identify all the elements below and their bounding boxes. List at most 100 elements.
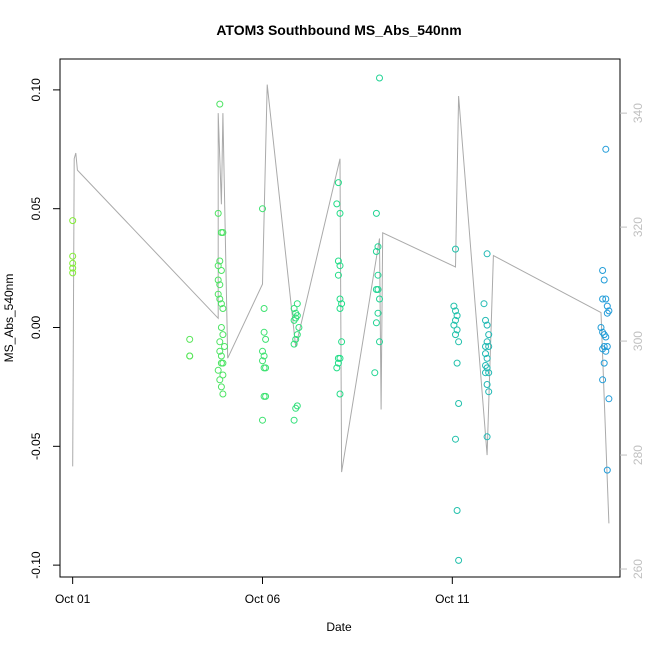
data-point	[452, 331, 459, 339]
data-point	[216, 376, 224, 384]
data-point	[216, 281, 224, 289]
data-point	[336, 295, 344, 303]
data-point	[262, 335, 270, 343]
data-point	[214, 276, 222, 284]
data-point	[371, 369, 379, 377]
data-point	[216, 100, 224, 108]
data-point	[214, 366, 222, 374]
data-point	[599, 376, 607, 384]
data-point	[219, 305, 227, 312]
data-point	[600, 359, 608, 367]
data-point	[485, 388, 493, 396]
data-point	[293, 331, 301, 339]
x-axis: Oct 01 Oct 06 Oct 11	[55, 577, 470, 606]
data-point	[455, 338, 463, 346]
data-point	[290, 416, 298, 424]
data-point	[333, 364, 341, 372]
data-point	[69, 269, 77, 277]
data-point	[217, 300, 225, 308]
data-point	[453, 326, 461, 334]
data-point	[69, 259, 77, 267]
data-point	[483, 321, 491, 329]
data-point	[216, 347, 224, 355]
data-point	[216, 257, 224, 265]
y-right-tick-label: 280	[631, 445, 645, 465]
x-tick-label: Oct 01	[55, 592, 91, 606]
data-point	[69, 252, 77, 260]
x-tick-label: Oct 11	[435, 592, 470, 606]
y-right-tick-label: 300	[631, 331, 645, 351]
data-point	[482, 369, 489, 377]
data-point	[217, 383, 225, 391]
data-point	[292, 404, 300, 412]
data-point	[293, 300, 301, 308]
data-point	[336, 354, 344, 362]
data-point	[602, 333, 610, 341]
data-point	[482, 316, 489, 324]
data-point	[259, 205, 266, 213]
data-point	[453, 359, 461, 367]
data-point	[219, 229, 227, 236]
data-point	[334, 257, 342, 265]
points-series	[69, 74, 613, 564]
data-point	[374, 243, 382, 251]
data-point	[485, 369, 493, 377]
data-point	[452, 316, 459, 324]
y-tick-label: 0.00	[29, 316, 43, 340]
data-point	[260, 328, 268, 336]
data-point	[452, 435, 459, 443]
data-point	[338, 300, 346, 308]
data-point	[186, 352, 194, 360]
data-point	[450, 302, 458, 310]
data-point	[338, 338, 346, 346]
data-point	[372, 248, 380, 255]
y-right-tick-label: 260	[631, 559, 645, 579]
data-point	[259, 347, 266, 355]
data-point	[221, 343, 228, 350]
y-tick-label: 0.05	[29, 197, 43, 221]
data-point	[602, 295, 610, 303]
data-point	[69, 264, 77, 272]
data-point	[482, 343, 489, 350]
data-point	[69, 217, 77, 225]
data-point	[482, 350, 489, 358]
data-point	[374, 309, 382, 317]
data-point	[372, 319, 380, 327]
data-point	[483, 338, 491, 346]
data-point	[293, 312, 301, 320]
data-point	[374, 271, 382, 279]
data-point	[483, 381, 491, 388]
chart-title: ATOM3 Southbound MS_Abs_540nm	[216, 22, 461, 38]
data-point	[603, 309, 611, 317]
data-point	[600, 276, 608, 284]
y-axis-label: MS_Abs_540nm	[2, 274, 16, 363]
x-axis-label: Date	[326, 620, 352, 634]
data-point	[602, 347, 610, 355]
data-point	[334, 179, 342, 187]
data-point	[455, 556, 463, 564]
data-point	[290, 340, 298, 348]
y-right-tick-label: 320	[631, 217, 645, 237]
data-point	[260, 305, 268, 312]
y-tick-label: -0.10	[29, 551, 43, 579]
data-point	[217, 352, 225, 360]
data-point	[259, 357, 266, 365]
data-point	[480, 300, 488, 308]
data-point	[216, 295, 224, 303]
data-point	[336, 209, 344, 217]
data-point	[336, 305, 344, 312]
data-point	[186, 335, 194, 343]
data-point	[216, 338, 224, 346]
data-point	[219, 390, 227, 398]
line-series	[72, 84, 610, 524]
y-axis-right: 260 280 300 320 340	[620, 103, 645, 579]
data-point	[483, 250, 491, 258]
data-point	[599, 295, 607, 303]
data-point	[292, 335, 300, 343]
data-point	[334, 271, 342, 279]
y-right-tick-label: 340	[631, 103, 645, 123]
data-point	[214, 290, 222, 298]
data-point	[372, 209, 380, 217]
data-point	[262, 392, 270, 400]
data-point	[597, 324, 605, 331]
